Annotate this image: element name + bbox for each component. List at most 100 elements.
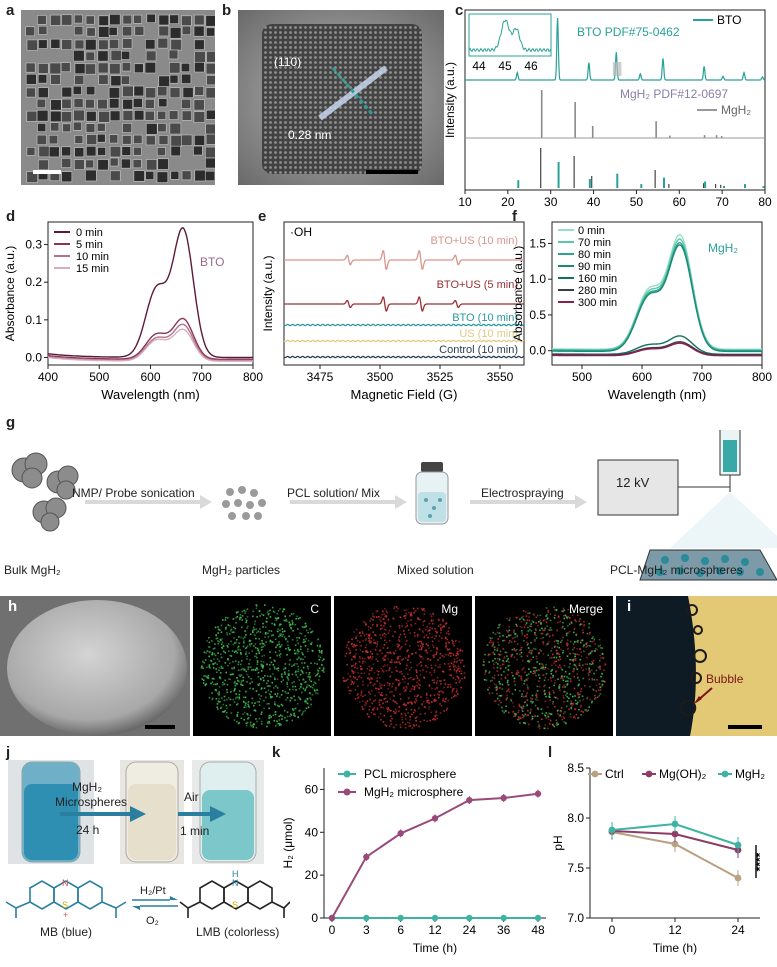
lattice-arrow	[331, 67, 375, 116]
spectrum-line	[47, 317, 253, 361]
inset-tick-label: 45	[498, 59, 512, 73]
data-point	[500, 794, 507, 802]
mb-atom-n: N	[62, 878, 69, 888]
mb-atom-s: S	[62, 900, 68, 910]
legend-marker	[343, 770, 351, 778]
y-tick-label: 0	[311, 911, 318, 925]
legend-label: 0 min	[578, 225, 605, 237]
hrtem-image: (110) 0.28 nm	[238, 10, 444, 185]
data-point	[734, 874, 742, 882]
eds-label-mg: Mg	[441, 602, 458, 616]
legend-label: MgH₂	[735, 767, 765, 781]
epr-trace-label: Control (10 min)	[439, 344, 518, 356]
x-tick-label: 3	[363, 923, 370, 937]
epr-trace	[284, 296, 524, 312]
x-tick-label: 40	[587, 195, 601, 207]
xrd-inset-frame	[468, 13, 552, 57]
y-axis-label: Absorbance (a.u.)	[511, 246, 525, 341]
j-step1-time: 24 h	[76, 823, 100, 837]
absorbance-chart-bto: 400 500 600 700 800 0.0 0.1 0.2 0.3 Wavelength (n…	[3, 221, 263, 402]
tem-nanocube-pattern	[21, 10, 215, 185]
chart-title: BTO	[200, 255, 224, 269]
xrd-chart: 10203040506070802θ (degree)Intensity (a.…	[443, 9, 772, 207]
absorbance-chart-mgh2: 500 600 700 800 0.0 0.5 1.0 1.5 Wavelength (nm) A…	[511, 221, 772, 402]
legend-label: 160 min	[578, 273, 617, 285]
data-point	[363, 853, 370, 861]
spectrum-line	[47, 227, 253, 359]
legend-marker	[721, 770, 729, 778]
panel-label-d: d	[6, 208, 16, 225]
inset-highlight-box	[612, 62, 622, 76]
data-point	[397, 914, 404, 922]
eds-label-merge: Merge	[568, 602, 603, 616]
x-tick-label: 24	[463, 923, 477, 937]
y-tick-label: 40	[305, 825, 319, 839]
legend-label: 0 min	[76, 227, 103, 239]
legend-label: Ctrl	[605, 767, 624, 781]
eds-map-magnesium: Mg	[334, 596, 472, 736]
electrospray-device	[597, 430, 777, 581]
x-tick-label: 60	[673, 195, 687, 207]
item-mgh2-particles: MgH₂ particles	[202, 563, 281, 577]
mb-structure	[5, 880, 127, 918]
epr-trace-label: BTO+US (5 min)	[437, 279, 518, 291]
significance-label: ****	[753, 852, 767, 871]
mb-atom-plus: +	[63, 910, 68, 920]
x-tick-label: 3525	[427, 370, 454, 384]
legend-label: 10 min	[76, 251, 109, 263]
panel-label-i: i	[627, 598, 632, 615]
y-tick-label: 7.5	[567, 861, 584, 875]
epr-trace	[284, 249, 524, 271]
legend-label: MgH₂ microsphere	[364, 785, 464, 799]
mgh2-particles-icon	[222, 486, 266, 520]
lmb-atom-h: H	[232, 869, 239, 879]
lmb-atom-s: S	[232, 900, 238, 910]
data-point	[466, 914, 473, 922]
reagent-o2: O₂	[146, 915, 159, 927]
y-tick-label: 60	[305, 782, 319, 796]
mb-lmb-reaction-scheme: N S + H₂/Pt O₂ H N S MB (blue) LMB (colo…	[5, 869, 290, 939]
data-point	[500, 914, 507, 922]
x-tick-label: 6	[397, 923, 404, 937]
j-step2-time: 1 min	[180, 824, 210, 838]
lattice-spacing-label: 0.28 nm	[288, 128, 332, 142]
epr-trace	[283, 339, 525, 343]
j-step1-microspheres: Microspheres	[55, 795, 128, 809]
arrow-2	[290, 495, 407, 509]
spectrum-line	[47, 328, 253, 362]
panel-label-b: b	[222, 2, 232, 19]
vial-icon	[415, 462, 449, 525]
plot-frame	[283, 221, 525, 366]
inset-tick-label: 44	[472, 59, 486, 73]
y-tick-label: 0.1	[25, 313, 42, 327]
x-tick-label: 400	[38, 370, 58, 384]
x-tick-label: 0	[609, 923, 616, 937]
bulk-mgh2-icon	[11, 452, 79, 532]
x-tick-label: 3550	[487, 370, 514, 384]
y-axis-label: Absorbance (a.u.)	[3, 246, 17, 341]
voltage-label: 12 kV	[616, 475, 650, 490]
spectrum-line	[47, 323, 253, 362]
data-point	[466, 796, 473, 804]
x-tick-label: 24	[731, 923, 745, 937]
vial-photo-mb	[8, 760, 94, 864]
panel-label-f: f	[512, 208, 517, 225]
legend-label: 15 min	[76, 263, 109, 275]
eds-map-carbon: C	[193, 596, 331, 736]
x-tick-label: 600	[632, 370, 652, 384]
panel-label-g: g	[6, 414, 16, 431]
xrd-inset-curve	[468, 19, 552, 53]
legend-marker	[645, 770, 653, 778]
data-point	[671, 840, 679, 848]
panel-label-k: k	[272, 744, 281, 761]
spectrum-line	[552, 342, 762, 357]
data-point	[534, 914, 542, 922]
data-point	[671, 830, 679, 838]
x-tick-label: 20	[501, 195, 515, 207]
hrtem-lattice	[238, 10, 444, 185]
data-point	[363, 914, 370, 922]
x-tick-label: 36	[497, 923, 511, 937]
x-axis-label: Wavelength (nm)	[101, 387, 200, 402]
lmb-label: LMB (colorless)	[196, 925, 279, 939]
y-tick-label: 0.3	[25, 238, 42, 252]
